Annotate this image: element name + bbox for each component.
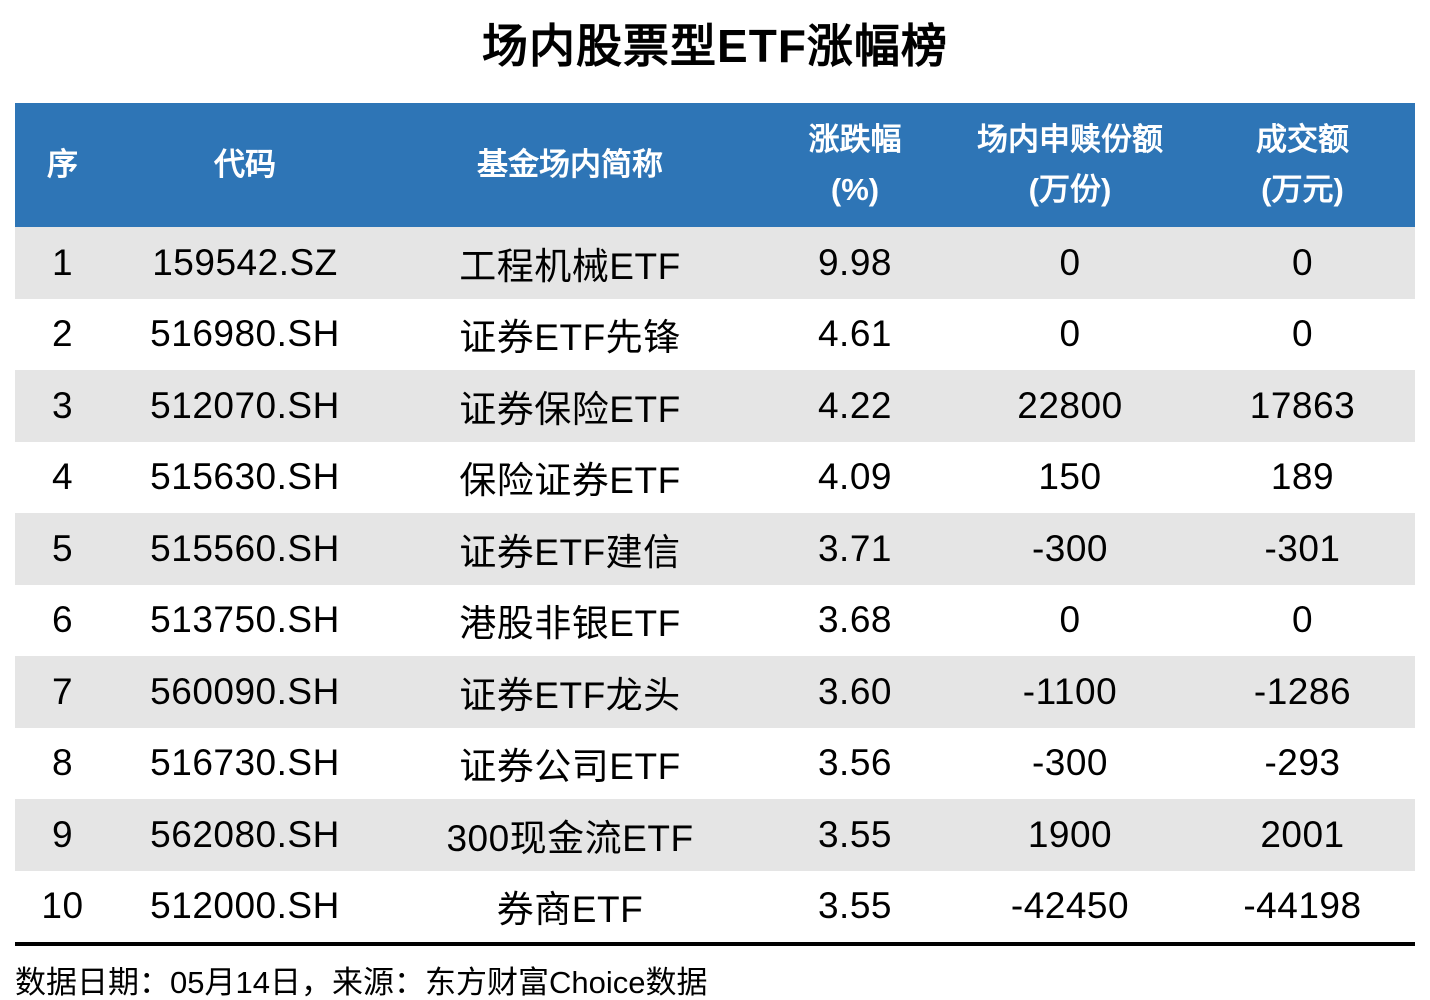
table-cell: 5: [51, 527, 74, 569]
table-cell: 证券ETF龙头: [459, 674, 681, 716]
table-cell: -1286: [1253, 670, 1352, 712]
column-header: 涨跌幅 (%): [808, 121, 902, 207]
table-cell: -293: [1264, 742, 1341, 784]
table-cell: 0: [1059, 599, 1081, 641]
table-row: 6 513750.SH 港股非银ETF 3.68 0 0: [15, 585, 1415, 657]
table-cell: 3.68: [817, 599, 892, 641]
table-cell: 3.55: [817, 885, 892, 927]
table-row: 3 512070.SH 证券保险ETF 4.22 22800 17863: [15, 370, 1415, 442]
table-row: 4 515630.SH 保险证券ETF 4.09 150 189: [15, 442, 1415, 514]
table-cell: 券商ETF: [496, 889, 644, 931]
table-cell: 560090.SH: [150, 670, 340, 712]
table-cell: 4: [51, 456, 74, 498]
footer-divider: 数据日期：05月14日，来源：东方财富Choice数据: [15, 942, 1415, 1000]
table-cell: 4.61: [817, 313, 892, 355]
table-row: 2 516980.SH 证券ETF先锋 4.61 0 0: [15, 299, 1415, 371]
table-cell: 1900: [1027, 813, 1113, 855]
table-cell: 189: [1270, 456, 1335, 498]
table-cell: -1100: [1022, 670, 1118, 712]
table-cell: 港股非银ETF: [459, 603, 681, 645]
column-header: 代码: [214, 146, 276, 182]
table-cell: 562080.SH: [150, 813, 340, 855]
table-cell: 0: [1059, 241, 1081, 283]
table-cell: 17863: [1249, 384, 1356, 426]
table-cell: 保险证券ETF: [459, 460, 681, 502]
table-cell: -44198: [1243, 885, 1362, 927]
table-cell: 3.56: [817, 742, 892, 784]
table-row: 5 515560.SH 证券ETF建信 3.71 -300 -301: [15, 513, 1415, 585]
table-cell: -42450: [1010, 885, 1130, 927]
table-cell: 300现金流ETF: [446, 817, 694, 859]
table-cell: -301: [1264, 527, 1341, 569]
table-row: 8 516730.SH 证券公司ETF 3.56 -300 -293: [15, 728, 1415, 800]
table-row: 10 512000.SH 券商ETF 3.55 -42450 -44198: [15, 871, 1415, 943]
table-cell: 3.60: [817, 670, 892, 712]
table-cell: 3.71: [817, 527, 892, 569]
table-cell: 3.55: [817, 813, 892, 855]
table-cell: 9.98: [817, 241, 892, 283]
table-header-row: 序 代码 基金场内简称 涨跌幅 (%) 场内申赎份额 (万份) 成交额 (万元): [15, 103, 1415, 227]
table-cell: 159542.SZ: [152, 241, 338, 283]
table-cell: 证券保险ETF: [459, 388, 681, 430]
etf-table: 序 代码 基金场内简称 涨跌幅 (%) 场内申赎份额 (万份) 成交额 (万元) 1 159…: [15, 103, 1415, 942]
table-row: 1 159542.SZ 工程机械ETF 9.98 0 0: [15, 227, 1415, 299]
table-cell: 10: [41, 885, 84, 927]
page-title: 场内股票型ETF涨幅榜: [482, 19, 948, 72]
table-row: 7 560090.SH 证券ETF龙头 3.60 -1100 -1286: [15, 656, 1415, 728]
table-cell: 0: [1291, 241, 1314, 283]
table-row: 9 562080.SH 300现金流ETF 3.55 1900 2001: [15, 799, 1415, 871]
table-cell: 150: [1038, 456, 1102, 498]
table-cell: 证券ETF先锋: [459, 317, 681, 359]
table-cell: 证券公司ETF: [459, 746, 681, 788]
table-cell: 512070.SH: [150, 384, 340, 426]
table-cell: 516980.SH: [150, 313, 340, 355]
table-cell: 4.09: [817, 456, 892, 498]
table-cell: 512000.SH: [150, 885, 340, 927]
column-header: 成交额 (万元): [1255, 121, 1349, 207]
table-cell: 0: [1291, 599, 1314, 641]
table-cell: 2: [51, 313, 74, 355]
table-cell: 2001: [1260, 813, 1345, 855]
table-cell: 513750.SH: [150, 599, 340, 641]
table-cell: 516730.SH: [150, 742, 340, 784]
table-cell: -300: [1031, 742, 1109, 784]
table-cell: 工程机械ETF: [459, 245, 681, 287]
table-cell: 证券ETF建信: [459, 531, 681, 573]
table-cell: 515560.SH: [150, 527, 340, 569]
table-cell: 1: [51, 241, 74, 283]
table-cell: 8: [51, 742, 74, 784]
table-body: 1 159542.SZ 工程机械ETF 9.98 0 0 2 516980.SH 证券ETF先锋…: [15, 227, 1415, 942]
table-cell: 3: [51, 384, 74, 426]
table-cell: 4.22: [817, 384, 892, 426]
column-header: 场内申赎份额 (万份): [976, 121, 1163, 207]
table-cell: 515630.SH: [150, 456, 340, 498]
column-header: 基金场内简称: [477, 146, 663, 182]
table-cell: 22800: [1017, 384, 1123, 426]
column-header: 序: [47, 146, 78, 182]
table-cell: 0: [1059, 313, 1081, 355]
data-source-note: 数据日期：05月14日，来源：东方财富Choice数据: [15, 965, 708, 1000]
table-cell: 0: [1291, 313, 1314, 355]
table-cell: -300: [1031, 527, 1109, 569]
table-cell: 9: [51, 813, 74, 855]
table-cell: 7: [51, 670, 74, 712]
table-cell: 6: [51, 599, 74, 641]
